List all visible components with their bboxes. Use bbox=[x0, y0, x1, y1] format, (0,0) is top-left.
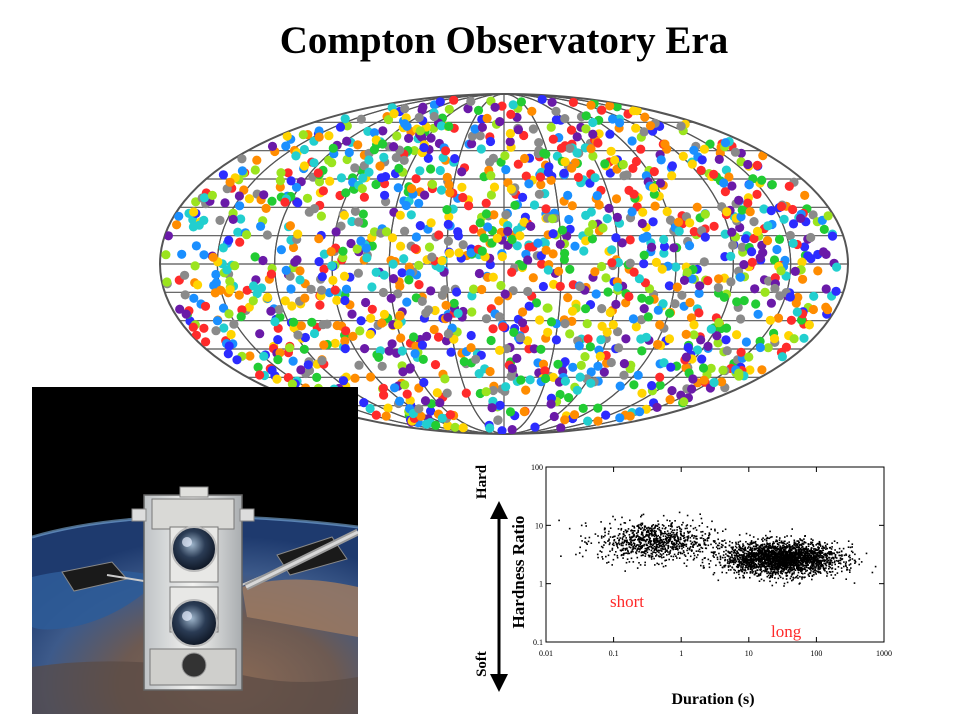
x-tick-label: 1 bbox=[679, 649, 683, 658]
y-tick-label: 100 bbox=[531, 463, 543, 472]
x-tick-label: 10 bbox=[745, 649, 753, 658]
x-axis-label: Duration (s) bbox=[671, 691, 754, 708]
plot-ticks: 0.01 0.1 1 10 100 1000 0.1 1 10 100 bbox=[531, 463, 892, 658]
y-tick-label: 10 bbox=[535, 521, 543, 530]
hard-label: Hard bbox=[474, 464, 490, 499]
x-tick-label: 0.01 bbox=[539, 649, 553, 658]
soft-label: Soft bbox=[474, 651, 490, 677]
y-tick-label: 0.1 bbox=[533, 638, 543, 647]
plot-frame bbox=[545, 466, 885, 643]
satellite-icon bbox=[61, 486, 358, 691]
x-tick-label: 1000 bbox=[876, 649, 892, 658]
sky-map bbox=[159, 93, 849, 435]
x-tick-label: 100 bbox=[810, 649, 822, 658]
satellite-photo bbox=[32, 387, 358, 714]
slide-title: Compton Observatory Era bbox=[279, 19, 729, 62]
short-annotation: short bbox=[610, 592, 644, 611]
plot-points bbox=[558, 511, 877, 587]
long-annotation: long bbox=[771, 622, 802, 641]
y-axis-label: Hardness Ratio bbox=[509, 516, 528, 629]
x-tick-label: 0.1 bbox=[609, 649, 619, 658]
hardness-duration-plot: 0.01 0.1 1 10 100 1000 0.1 1 10 100 Hard Soft Har… bbox=[474, 463, 892, 708]
y-tick-label: 1 bbox=[539, 580, 543, 589]
burst-dots bbox=[161, 94, 842, 434]
